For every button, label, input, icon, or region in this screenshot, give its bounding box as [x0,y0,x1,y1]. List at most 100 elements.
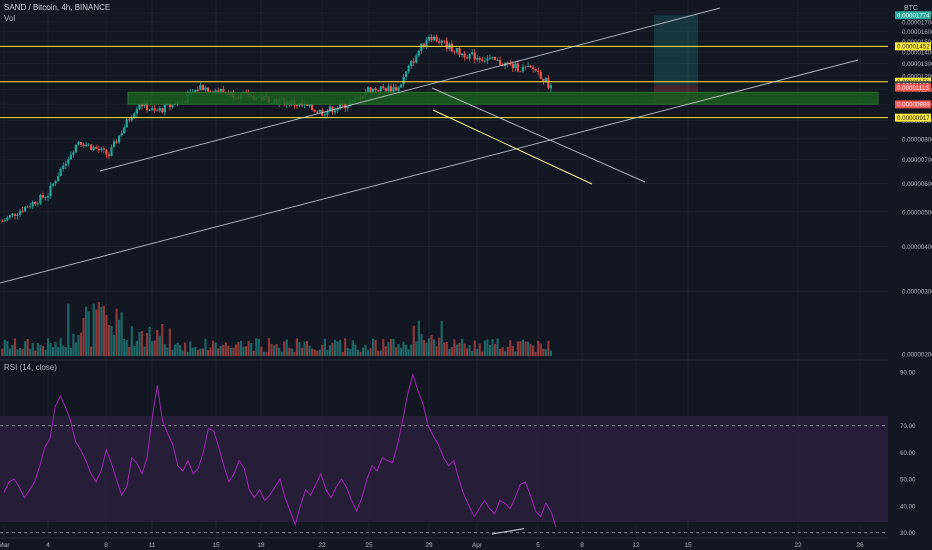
volume-bar [308,345,311,356]
volume-bar [49,343,52,356]
volume-bar [356,349,359,356]
volume-bar [110,325,113,356]
price-axis: 0.000018000.000017000.000016000.00001500… [888,0,932,550]
candle [547,77,550,89]
volume-bar [382,339,385,356]
candle [374,88,377,91]
volume-bar [87,311,90,356]
candle [458,47,461,56]
candle [118,135,121,143]
volume-bar [506,346,509,356]
volume-bar [300,347,304,356]
candle [51,183,55,186]
volume-label: Vol [4,14,15,23]
candle [526,65,530,67]
volume-bar [537,340,540,356]
volume-bar [463,343,466,356]
time-tick: Mar [0,542,10,549]
candle [311,104,314,110]
volume-bar [366,350,370,356]
volume-bar [145,332,149,356]
candle [483,60,486,62]
candle [346,106,349,109]
candle [445,40,448,49]
rsi-line [3,372,557,528]
candle [151,108,154,111]
candle [168,103,172,107]
candle [438,41,441,43]
volume-bar [260,346,263,356]
volume-bar [359,351,362,356]
volume-bar [219,345,222,356]
candle [427,36,431,41]
candle [204,87,207,91]
candle [328,106,332,112]
candle [471,52,474,54]
candle [217,90,220,92]
volume-bar [316,350,319,356]
volume-bar [242,346,245,356]
candle [422,43,426,46]
time-tick: 8 [104,542,108,549]
candle [72,152,75,155]
candle [64,163,67,166]
volume-bar [133,345,136,356]
time-tick: 15 [684,542,692,549]
volume-bar [514,351,517,356]
volume-bar [496,338,499,356]
volume-bar [526,341,530,356]
candle [384,88,387,92]
time-tick: 8 [580,542,584,549]
volume-bar [217,348,220,356]
volume-bar [252,350,255,356]
candle [199,85,202,91]
candle [196,89,199,91]
price-tick: 0.00000700 [902,157,932,164]
candle [455,47,459,53]
candle [496,59,499,61]
price-badge [895,113,931,122]
channel-upper [99,7,721,172]
volume-bar [339,339,342,356]
candle [62,165,65,170]
volume-bar [189,341,192,356]
volume-bar [161,324,164,356]
volume-bar [105,314,108,356]
volume-bar [519,341,522,356]
candle [476,57,479,60]
volume-bar [31,342,34,356]
volume-bar [267,338,271,356]
candle [493,56,497,61]
candle [153,108,156,111]
price-badge [895,42,931,51]
volume-bar [118,319,121,356]
volume-bar [168,328,172,356]
candle [69,154,72,160]
candle [506,62,509,64]
candle [488,57,492,59]
support-zone [127,91,879,105]
volume-bar [524,341,527,356]
volume-bar [265,351,268,356]
candle [135,109,138,114]
candle [107,154,111,157]
candle [524,66,527,68]
volume-bar [128,346,131,356]
candle [542,78,545,82]
volume-bar [397,344,400,356]
candle [399,84,403,88]
volume-bar [212,340,215,356]
volume-bar [346,348,349,356]
volume-bar [176,342,179,356]
candle [453,51,456,53]
candle [6,217,9,221]
volume-bar [232,347,235,356]
volume-bar [427,338,431,356]
candle [372,88,375,93]
volume-bar [529,343,532,356]
candle [105,149,108,155]
volume-bar [194,346,197,356]
volume-bar [392,338,395,356]
wedge-lower [432,109,593,185]
